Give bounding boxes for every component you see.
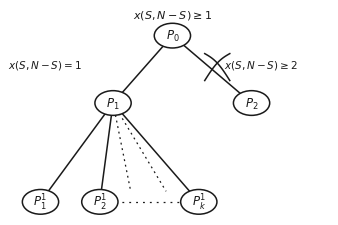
Circle shape: [95, 91, 131, 116]
Circle shape: [234, 91, 270, 116]
Text: $P_1$: $P_1$: [106, 96, 120, 111]
Circle shape: [154, 24, 191, 49]
Circle shape: [22, 190, 58, 214]
Text: $x(S, N-S) \geq 2$: $x(S, N-S) \geq 2$: [223, 59, 297, 72]
Text: $P_1^1$: $P_1^1$: [33, 192, 48, 212]
Circle shape: [82, 190, 118, 214]
Circle shape: [180, 190, 217, 214]
Text: $P_2$: $P_2$: [245, 96, 258, 111]
Text: $x(S, N-S) = 1$: $x(S, N-S) = 1$: [8, 59, 82, 72]
Text: $P_0$: $P_0$: [166, 29, 179, 44]
Text: $P_k^1$: $P_k^1$: [192, 192, 206, 212]
Text: $x(S, N-S) \geq 1$: $x(S, N-S) \geq 1$: [133, 9, 212, 21]
Text: $P_2^1$: $P_2^1$: [93, 192, 107, 212]
